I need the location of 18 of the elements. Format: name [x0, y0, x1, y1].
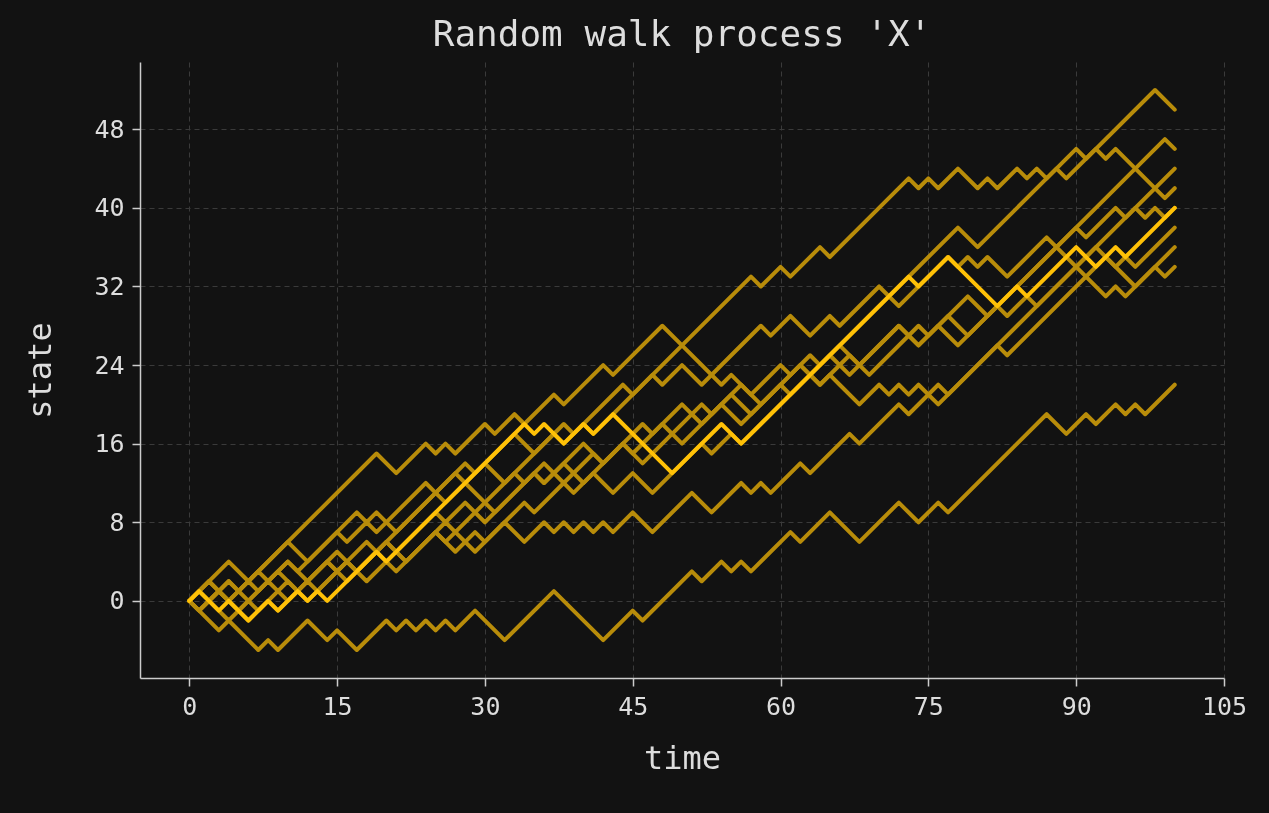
chart-title: Random walk process 'X' [432, 13, 932, 54]
y-tick-label: 48 [94, 114, 125, 144]
x-tick-label: 0 [182, 691, 198, 721]
x-axis-title: time [643, 738, 722, 777]
x-tick-label: 75 [913, 691, 944, 721]
x-tick-label: 45 [618, 691, 649, 721]
y-tick-label: 8 [109, 507, 125, 537]
x-tick-label: 105 [1201, 691, 1248, 721]
y-tick-label: 40 [94, 193, 125, 223]
y-axis-title: state [21, 322, 60, 419]
y-tick-label: 24 [94, 350, 125, 380]
y-tick-label: 16 [94, 429, 125, 459]
x-tick-label: 15 [322, 691, 353, 721]
y-tick-label: 32 [94, 271, 125, 301]
x-tick-label: 30 [470, 691, 501, 721]
x-tick-label: 60 [765, 691, 797, 721]
y-tick-label: 0 [109, 586, 125, 616]
x-tick-label: 90 [1061, 691, 1092, 721]
